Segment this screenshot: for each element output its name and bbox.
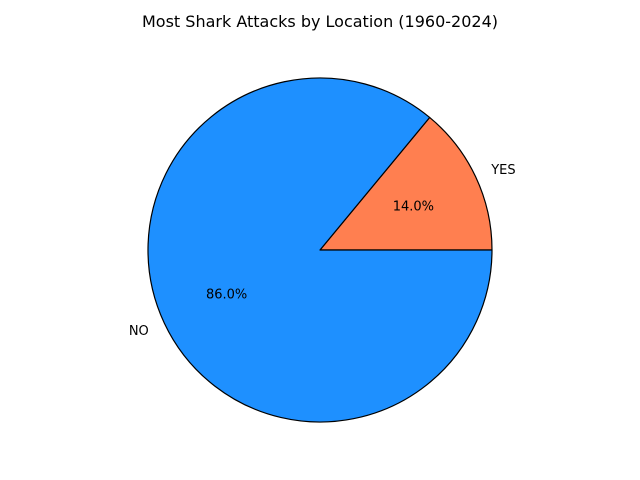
chart-title: Most Shark Attacks by Location (1960-202… <box>142 12 498 31</box>
slice-percent-yes: 14.0% <box>393 200 434 215</box>
pie-slice-no <box>147 77 493 423</box>
pie-labels: YES 14.0% NO 86.0% <box>129 163 516 339</box>
slice-percent-no: 86.0% <box>206 287 247 302</box>
pie-slice-yes <box>319 116 493 251</box>
slice-label-yes: YES <box>490 163 515 178</box>
slice-label-no: NO <box>129 324 149 339</box>
pie-slices <box>147 77 493 423</box>
